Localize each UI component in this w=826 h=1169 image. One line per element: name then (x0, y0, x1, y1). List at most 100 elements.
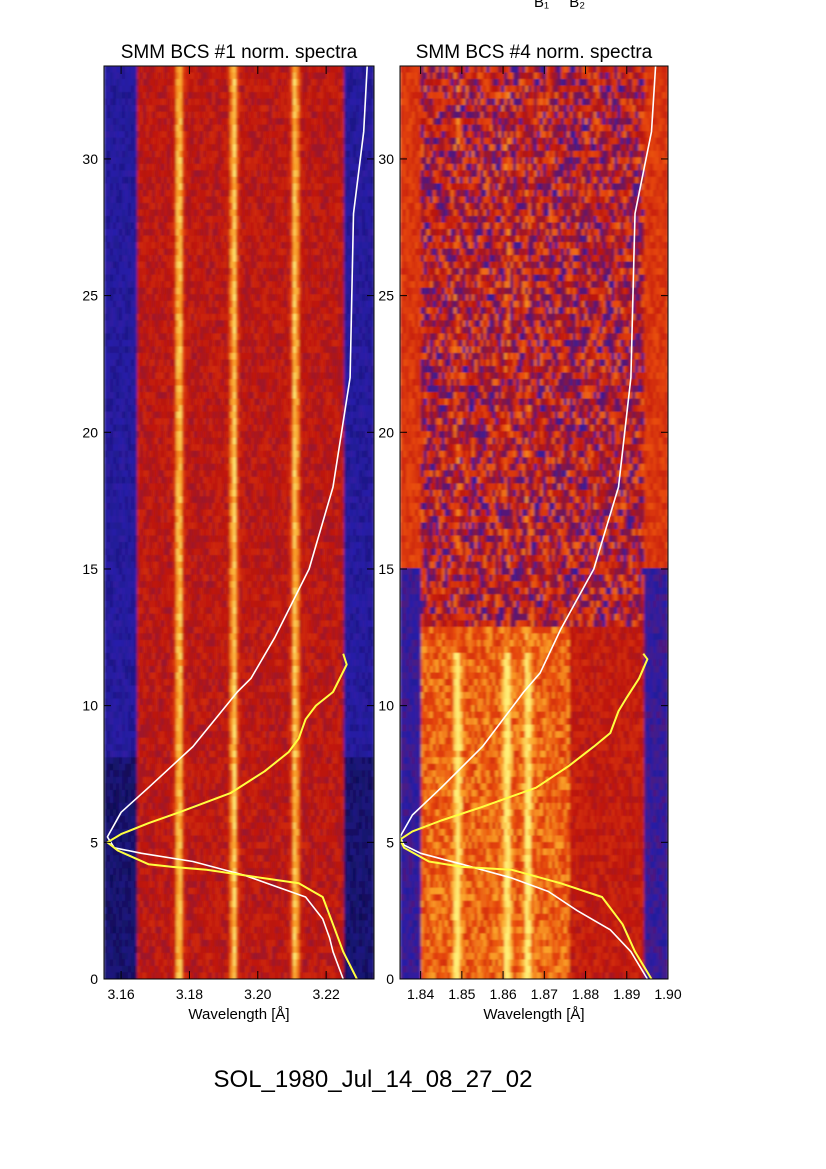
heatmap-cell (308, 268, 312, 276)
heatmap-cell (206, 183, 210, 191)
heatmap-cell (248, 333, 252, 341)
heatmap-cell (245, 157, 249, 165)
heatmap-cell (164, 215, 168, 224)
heatmap-cell (323, 307, 327, 315)
heatmap-cell (287, 274, 291, 282)
heatmap-cell (296, 248, 300, 256)
heatmap-cell (329, 313, 333, 321)
heatmap-cell (245, 248, 249, 256)
heatmap-cell (284, 274, 288, 282)
heatmap-cell (317, 235, 321, 243)
heatmap-cell (278, 222, 282, 230)
heatmap-cell (254, 294, 258, 302)
heatmap-cell (350, 379, 354, 387)
heatmap-cell (146, 392, 150, 400)
heatmap-cell (104, 85, 108, 93)
heatmap-cell (212, 124, 216, 132)
heatmap-cell (368, 98, 372, 106)
heatmap-cell (254, 333, 258, 341)
heatmap-cell (215, 118, 219, 126)
heatmap-cell (185, 105, 189, 113)
heatmap-cell (344, 242, 348, 250)
heatmap-cell (179, 398, 183, 406)
heatmap-cell (206, 196, 210, 204)
heatmap-cell (260, 229, 264, 237)
heatmap-cell (233, 255, 237, 263)
heatmap-cell (335, 372, 339, 380)
heatmap-cell (278, 235, 282, 243)
heatmap-cell (371, 379, 374, 387)
heatmap-cell (308, 209, 312, 217)
heatmap-cell (221, 352, 225, 361)
heatmap-cell (350, 248, 354, 256)
heatmap-cell (107, 222, 111, 230)
heatmap-cell (266, 235, 270, 243)
heatmap-cell (284, 398, 288, 406)
heatmap-cell (317, 307, 321, 315)
heatmap-cell (368, 235, 372, 243)
heatmap-cell (344, 189, 348, 198)
heatmap-cell (350, 385, 354, 393)
heatmap-cell (365, 157, 369, 165)
heatmap-cell (170, 111, 174, 119)
heatmap-cell (329, 215, 333, 224)
heatmap-cell (257, 300, 261, 308)
heatmap-cell (110, 398, 114, 406)
heatmap-cell (362, 105, 366, 113)
heatmap-cell (353, 352, 357, 361)
heatmap-cell (185, 255, 189, 263)
heatmap-cell (230, 157, 234, 165)
heatmap-cell (302, 255, 306, 263)
heatmap-cell (356, 255, 360, 263)
heatmap-cell (353, 131, 357, 139)
heatmap-cell (146, 222, 150, 230)
heatmap-cell (356, 202, 360, 211)
heatmap-cell (107, 281, 111, 289)
heatmap-cell (230, 385, 234, 393)
heatmap-cell (272, 281, 276, 289)
heatmap-cell (368, 346, 372, 354)
heatmap-cell (347, 150, 351, 158)
heatmap-cell (353, 150, 357, 158)
heatmap-cell (242, 339, 246, 348)
heatmap-cell (287, 176, 291, 184)
heatmap-cell (152, 202, 156, 211)
heatmap-cell (299, 111, 303, 119)
heatmap-cell (248, 111, 252, 119)
heatmap-cell (224, 385, 228, 393)
heatmap-cell (344, 359, 348, 367)
heatmap-cell (158, 320, 162, 328)
heatmap-cell (110, 118, 114, 126)
heatmap-cell (260, 261, 264, 269)
heatmap-cell (188, 248, 192, 256)
heatmap-cell (137, 144, 141, 152)
heatmap-cell (203, 92, 207, 100)
heatmap-cell (134, 235, 138, 243)
heatmap-cell (119, 79, 123, 87)
heatmap-cell (371, 320, 374, 328)
heatmap-cell (158, 372, 162, 380)
heatmap-cell (107, 307, 111, 315)
heatmap-cell (320, 131, 324, 139)
heatmap-cell (224, 313, 228, 321)
heatmap-cell (278, 261, 282, 269)
heatmap-cell (365, 202, 369, 211)
heatmap-cell (344, 124, 348, 132)
heatmap-cell (239, 320, 243, 328)
heatmap-cell (152, 144, 156, 152)
heatmap-cell (245, 229, 249, 237)
heatmap-cell (335, 352, 339, 361)
heatmap-cell (257, 313, 261, 321)
heatmap-cell (332, 385, 336, 393)
heatmap-cell (293, 189, 297, 198)
heatmap-cell (188, 157, 192, 165)
heatmap-cell (161, 398, 165, 406)
heatmap-cell (272, 339, 276, 348)
heatmap-cell (200, 339, 204, 348)
heatmap-cell (299, 333, 303, 341)
heatmap-cell (161, 215, 165, 224)
heatmap-cell (104, 157, 108, 165)
heatmap-cell (191, 424, 195, 432)
heatmap-cell (308, 111, 312, 119)
heatmap-cell (191, 176, 195, 184)
